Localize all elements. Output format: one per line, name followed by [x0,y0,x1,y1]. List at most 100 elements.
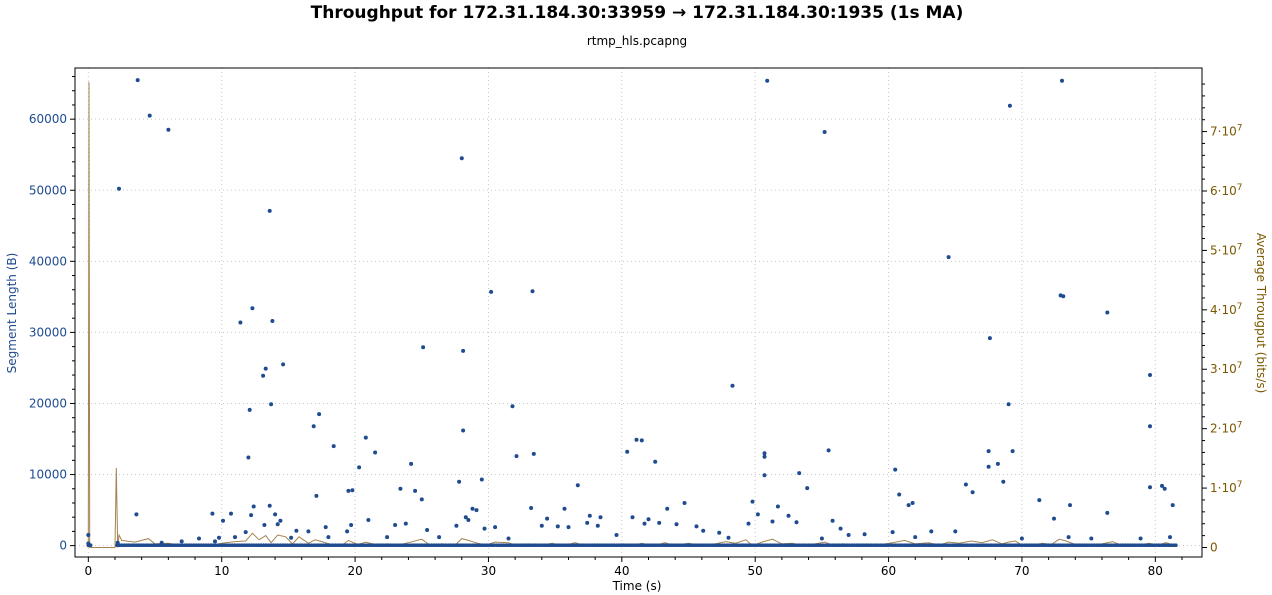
segment-point [910,501,915,505]
segment-point [294,528,299,533]
segment-point [425,528,430,532]
segment-point [470,506,475,511]
segment-point [1089,536,1094,541]
segment-point [929,529,934,534]
segment-point [805,486,810,491]
segment-point [1006,402,1011,407]
segment-point [906,503,911,508]
segment-point [639,438,644,443]
segment-point [217,535,221,540]
segment-point [267,503,272,508]
x-tick-label: 20 [347,564,362,578]
x-axis: 0 10 20 30 40 50 60 70 80 [85,557,1183,578]
segment-point [357,465,362,470]
segment-point [134,512,139,517]
segment-point [474,508,479,513]
segment-point [331,444,336,449]
segment-point [970,490,975,495]
segment-point [1170,503,1175,508]
y-tick-label: 30000 [29,325,67,339]
chart-title: Throughput for 172.31.184.30:33959 → 172… [311,3,964,23]
segment-point [275,522,280,527]
segment-point [233,535,237,540]
segment-point [346,488,351,493]
segment-point [595,523,600,528]
baseline-segment-point [1174,543,1178,547]
segment-point [566,525,571,530]
segment-point [463,515,468,520]
segment-point [179,539,184,544]
segment-point [159,540,164,545]
segment-point [893,467,898,472]
y-tick-label: 50000 [29,183,67,197]
y2-axis-label: Average Througput (bits/s) [1254,233,1268,394]
segment-point [1105,510,1110,515]
segment-point [530,289,535,294]
segment-point [117,186,121,191]
y-tick-label: 60000 [29,112,67,126]
baseline-segment-point [127,543,131,547]
segment-point [1037,498,1042,503]
segment-point [730,383,735,388]
segment-point [762,473,767,478]
segment-point [1010,449,1015,454]
segment-point [1019,536,1024,541]
segment-point [946,255,951,260]
segment-point [830,518,835,523]
segment-point [281,362,286,367]
x-tick-label: 0 [85,564,93,578]
segment-point [717,530,722,535]
segment-point [317,412,322,417]
segment-point [454,523,459,528]
segment-point [250,306,255,311]
segment-point [323,525,328,530]
segment-point [1007,103,1012,108]
segment-point [135,78,140,83]
segment-point [642,521,647,526]
y2-tick-label: 1·107 [1210,480,1242,495]
segment-point [822,130,827,134]
segment-point [459,156,464,161]
segment-point [545,516,550,521]
x-tick-label: 40 [614,564,629,578]
segment-point [786,513,791,518]
segment-point [437,535,442,540]
segment-point [634,437,639,442]
segment-point [986,449,991,454]
segment-point [794,520,799,525]
segment-point [419,497,424,502]
segment-point [263,366,268,371]
segment-point [770,519,775,524]
segment-point [963,482,968,487]
segment-point [166,127,171,132]
baseline-segment-point [465,543,470,547]
segment-point [762,454,767,459]
plot-frame [74,67,1203,558]
segment-point [403,521,408,526]
y-axis-label: Segment Length (B) [5,253,19,374]
segment-point [398,486,403,491]
x-tick-label: 80 [1148,564,1163,578]
segment-point [479,477,484,482]
segment-point [238,320,243,325]
segment-point [1162,486,1167,491]
y2-tick-label: 4·107 [1210,302,1242,317]
segment-point [385,535,390,540]
segment-point [846,533,851,537]
baseline-segment-point [1142,543,1147,547]
x-axis-label: Time (s) [612,579,662,593]
segment-point [289,535,294,540]
x-tick-label: 70 [1014,564,1029,578]
x-tick-label: 30 [481,564,496,578]
segment-point [1001,479,1006,484]
segment-point [598,515,603,520]
segment-point [213,539,217,544]
segment-point [995,461,1000,466]
segment-point [819,536,824,541]
segment-point [311,424,316,429]
segment-point [514,454,519,459]
segment-point [350,488,355,493]
segment-point [273,512,278,517]
x-tick-label: 60 [881,564,896,578]
segment-point [489,289,494,294]
